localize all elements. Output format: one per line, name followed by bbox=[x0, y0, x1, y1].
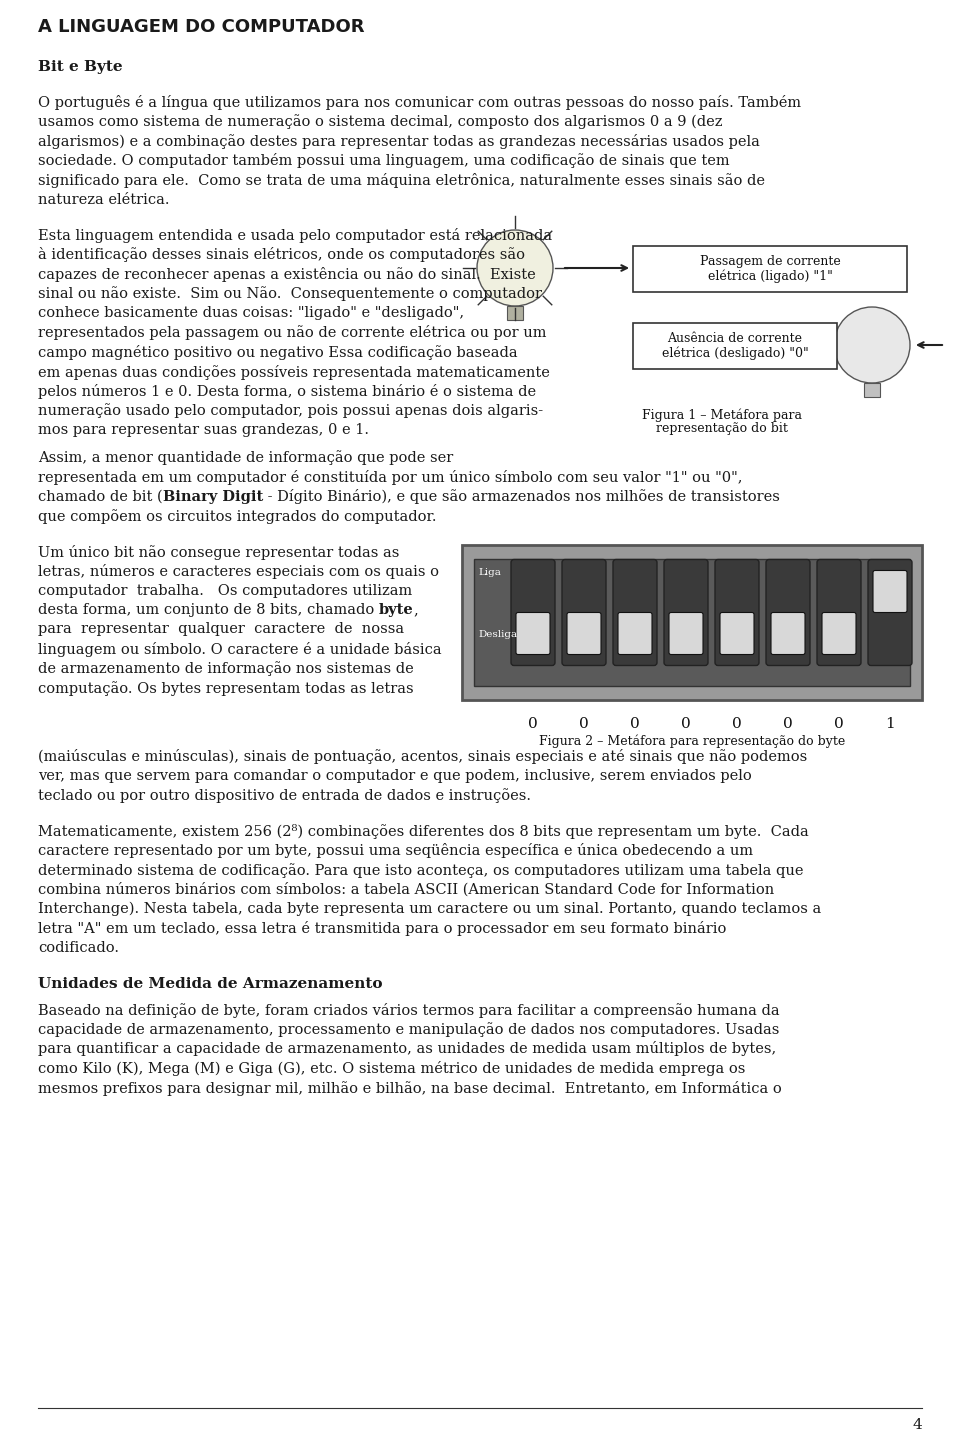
Text: pelos números 1 e 0. Desta forma, o sistema binário é o sistema de: pelos números 1 e 0. Desta forma, o sist… bbox=[38, 384, 536, 399]
Text: à identificação desses sinais elétricos, onde os computadores são: à identificação desses sinais elétricos,… bbox=[38, 247, 525, 263]
Text: capazes de reconhecer apenas a existência ou não do sinal.  Existe: capazes de reconhecer apenas a existênci… bbox=[38, 267, 536, 282]
Text: mos para representar suas grandezas, 0 e 1.: mos para representar suas grandezas, 0 e… bbox=[38, 423, 369, 436]
Text: Bit e Byte: Bit e Byte bbox=[38, 61, 123, 74]
Text: 0: 0 bbox=[528, 718, 538, 731]
FancyBboxPatch shape bbox=[817, 559, 861, 666]
Text: sinal ou não existe.  Sim ou Não.  Consequentemente o computador: sinal ou não existe. Sim ou Não. Consequ… bbox=[38, 286, 542, 302]
FancyBboxPatch shape bbox=[822, 613, 856, 655]
Text: Passagem de corrente
elétrica (ligado) "1": Passagem de corrente elétrica (ligado) "… bbox=[700, 254, 840, 283]
Text: 4: 4 bbox=[912, 1418, 922, 1432]
Text: - Dígito Binário), e que são armazenados nos milhões de transistores: - Dígito Binário), e que são armazenados… bbox=[263, 490, 780, 504]
Text: Unidades de Medida de Armazenamento: Unidades de Medida de Armazenamento bbox=[38, 977, 382, 990]
Text: usamos como sistema de numeração o sistema decimal, composto dos algarismos 0 a : usamos como sistema de numeração o siste… bbox=[38, 114, 723, 130]
Text: linguagem ou símbolo. O caractere é a unidade básica: linguagem ou símbolo. O caractere é a un… bbox=[38, 642, 442, 657]
Text: mesmos prefixos para designar mil, milhão e bilhão, na base decimal.  Entretanto: mesmos prefixos para designar mil, milhã… bbox=[38, 1081, 781, 1095]
Text: teclado ou por outro dispositivo de entrada de dados e instruções.: teclado ou por outro dispositivo de entr… bbox=[38, 789, 531, 803]
Text: Figura 2 – Metáfora para representação do byte: Figura 2 – Metáfora para representação d… bbox=[539, 734, 845, 749]
Text: Assim, a menor quantidade de informação que pode ser: Assim, a menor quantidade de informação … bbox=[38, 451, 453, 465]
Text: de armazenamento de informação nos sistemas de: de armazenamento de informação nos siste… bbox=[38, 662, 414, 676]
Text: para  representar  qualquer  caractere  de  nossa: para representar qualquer caractere de n… bbox=[38, 623, 404, 636]
Text: ,: , bbox=[414, 603, 419, 617]
FancyBboxPatch shape bbox=[567, 613, 601, 655]
Text: representados pela passagem ou não de corrente elétrica ou por um: representados pela passagem ou não de co… bbox=[38, 325, 546, 341]
FancyBboxPatch shape bbox=[664, 559, 708, 666]
Text: Matematicamente, existem 256 (2⁸) combinações diferentes dos 8 bits que represen: Matematicamente, existem 256 (2⁸) combin… bbox=[38, 824, 808, 840]
FancyBboxPatch shape bbox=[507, 306, 523, 319]
Text: como Kilo (K), Mega (M) e Giga (G), etc. O sistema métrico de unidades de medida: como Kilo (K), Mega (M) e Giga (G), etc.… bbox=[38, 1061, 745, 1077]
Text: chamado de bit (: chamado de bit ( bbox=[38, 490, 162, 503]
Text: significado para ele.  Como se trata de uma máquina eletrônica, naturalmente ess: significado para ele. Como se trata de u… bbox=[38, 173, 765, 188]
Text: ver, mas que servem para comandar o computador e que podem, inclusive, serem env: ver, mas que servem para comandar o comp… bbox=[38, 769, 752, 783]
Text: que compõem os circuitos integrados do computador.: que compõem os circuitos integrados do c… bbox=[38, 509, 437, 525]
FancyBboxPatch shape bbox=[873, 571, 907, 613]
Text: Binary Digit: Binary Digit bbox=[162, 490, 263, 503]
Text: 0: 0 bbox=[834, 718, 844, 731]
Text: 0: 0 bbox=[682, 718, 691, 731]
FancyBboxPatch shape bbox=[633, 324, 837, 368]
Text: 0: 0 bbox=[783, 718, 793, 731]
Text: determinado sistema de codificação. Para que isto aconteça, os computadores util: determinado sistema de codificação. Para… bbox=[38, 863, 804, 879]
Text: (maiúsculas e minúsculas), sinais de pontuação, acentos, sinais especiais e até : (maiúsculas e minúsculas), sinais de pon… bbox=[38, 750, 807, 764]
Text: O português é a língua que utilizamos para nos comunicar com outras pessoas do n: O português é a língua que utilizamos pa… bbox=[38, 95, 802, 110]
Text: computador  trabalha.   Os computadores utilizam: computador trabalha. Os computadores uti… bbox=[38, 584, 412, 597]
Text: Um único bit não consegue representar todas as: Um único bit não consegue representar to… bbox=[38, 545, 399, 559]
FancyBboxPatch shape bbox=[474, 559, 910, 685]
Text: Desliga: Desliga bbox=[478, 630, 517, 639]
Text: Liga: Liga bbox=[478, 568, 501, 577]
Text: Interchange). Nesta tabela, cada byte representa um caractere ou um sinal. Porta: Interchange). Nesta tabela, cada byte re… bbox=[38, 902, 821, 916]
Text: desta forma, um conjunto de 8 bits, chamado: desta forma, um conjunto de 8 bits, cham… bbox=[38, 603, 379, 617]
Circle shape bbox=[834, 306, 910, 383]
FancyBboxPatch shape bbox=[562, 559, 606, 666]
Text: para quantificar a capacidade de armazenamento, as unidades de medida usam múlti: para quantificar a capacidade de armazen… bbox=[38, 1042, 777, 1056]
Text: combina números binários com símbolos: a tabela ASCII (American Standard Code fo: combina números binários com símbolos: a… bbox=[38, 883, 775, 897]
Text: letra "A" em um teclado, essa letra é transmitida para o processador em seu form: letra "A" em um teclado, essa letra é tr… bbox=[38, 922, 727, 936]
FancyBboxPatch shape bbox=[633, 246, 907, 292]
Text: computação. Os bytes representam todas as letras: computação. Os bytes representam todas a… bbox=[38, 681, 414, 696]
Text: em apenas duas condições possíveis representada matematicamente: em apenas duas condições possíveis repre… bbox=[38, 364, 550, 380]
Text: numeração usado pelo computador, pois possui apenas dois algaris-: numeração usado pelo computador, pois po… bbox=[38, 403, 543, 419]
FancyBboxPatch shape bbox=[618, 613, 652, 655]
FancyBboxPatch shape bbox=[868, 559, 912, 666]
Text: Figura 1 – Metáfora para: Figura 1 – Metáfora para bbox=[642, 407, 802, 422]
Text: natureza elétrica.: natureza elétrica. bbox=[38, 192, 170, 207]
FancyBboxPatch shape bbox=[864, 383, 880, 397]
FancyBboxPatch shape bbox=[511, 559, 555, 666]
Text: caractere representado por um byte, possui uma seqüência específica e única obed: caractere representado por um byte, poss… bbox=[38, 844, 754, 858]
FancyBboxPatch shape bbox=[669, 613, 703, 655]
Text: Esta linguagem entendida e usada pelo computador está relacionada: Esta linguagem entendida e usada pelo co… bbox=[38, 228, 552, 243]
FancyBboxPatch shape bbox=[715, 559, 759, 666]
Text: representação do bit: representação do bit bbox=[656, 422, 788, 435]
FancyBboxPatch shape bbox=[766, 559, 810, 666]
Text: Baseado na definição de byte, foram criados vários termos para facilitar a compr: Baseado na definição de byte, foram cria… bbox=[38, 1003, 780, 1017]
Text: 0: 0 bbox=[579, 718, 588, 731]
Text: A LINGUAGEM DO COMPUTADOR: A LINGUAGEM DO COMPUTADOR bbox=[38, 17, 365, 36]
Text: conhece basicamente duas coisas: "ligado" e "desligado",: conhece basicamente duas coisas: "ligado… bbox=[38, 306, 464, 319]
Circle shape bbox=[477, 230, 553, 306]
Text: 1: 1 bbox=[885, 718, 895, 731]
FancyBboxPatch shape bbox=[771, 613, 805, 655]
Text: letras, números e caracteres especiais com os quais o: letras, números e caracteres especiais c… bbox=[38, 564, 439, 579]
Text: campo magnético positivo ou negativo Essa codificação baseada: campo magnético positivo ou negativo Ess… bbox=[38, 345, 517, 360]
Text: byte: byte bbox=[379, 603, 414, 617]
Text: sociedade. O computador também possui uma linguagem, uma codificação de sinais q: sociedade. O computador também possui um… bbox=[38, 153, 730, 169]
FancyBboxPatch shape bbox=[613, 559, 657, 666]
Text: codificado.: codificado. bbox=[38, 941, 119, 955]
Text: capacidade de armazenamento, processamento e manipulação de dados nos computador: capacidade de armazenamento, processamen… bbox=[38, 1022, 780, 1038]
FancyBboxPatch shape bbox=[720, 613, 754, 655]
Text: 0: 0 bbox=[732, 718, 742, 731]
Text: Ausência de corrente
elétrica (desligado) "0": Ausência de corrente elétrica (desligado… bbox=[661, 332, 808, 360]
Text: representada em um computador é constituída por um único símbolo com seu valor ": representada em um computador é constitu… bbox=[38, 470, 742, 486]
FancyBboxPatch shape bbox=[516, 613, 550, 655]
Text: algarismos) e a combinação destes para representar todas as grandezas necessária: algarismos) e a combinação destes para r… bbox=[38, 134, 760, 149]
Text: 0: 0 bbox=[630, 718, 640, 731]
FancyBboxPatch shape bbox=[462, 545, 922, 699]
